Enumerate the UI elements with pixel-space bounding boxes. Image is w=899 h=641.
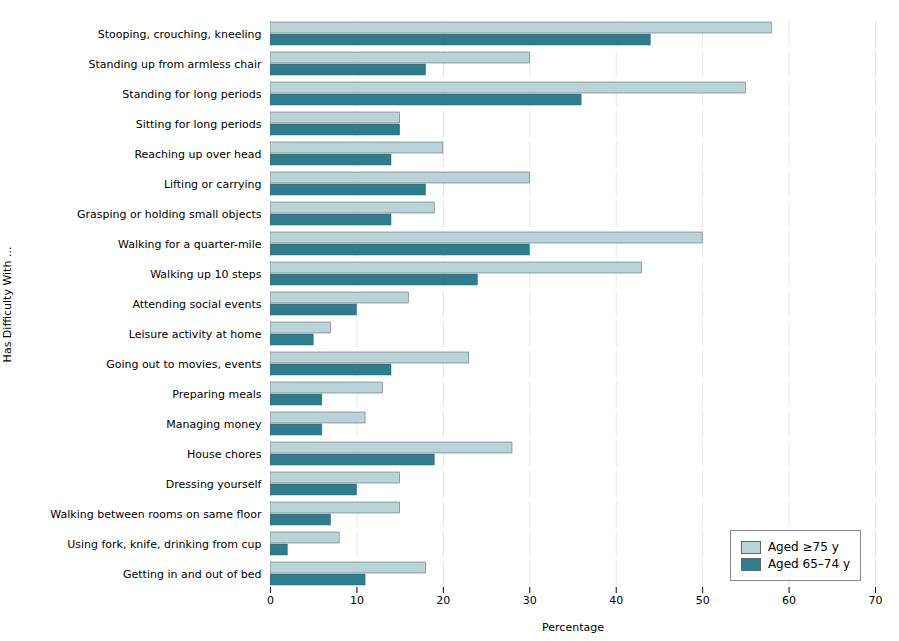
svg-text:Lifting or carrying: Lifting or carrying — [164, 178, 262, 191]
svg-text:50: 50 — [696, 594, 710, 607]
svg-text:Walking up 10 steps: Walking up 10 steps — [150, 268, 262, 281]
svg-text:Getting in and out of bed: Getting in and out of bed — [123, 568, 261, 581]
svg-text:Going out to movies, events: Going out to movies, events — [106, 358, 262, 371]
svg-text:Walking for a quarter-mile: Walking for a quarter-mile — [118, 238, 262, 251]
svg-text:Preparing meals: Preparing meals — [172, 388, 262, 401]
svg-text:Leisure activity at home: Leisure activity at home — [129, 328, 262, 341]
html-text:Aged 65–74 y: Aged 65–74 y — [767, 557, 850, 571]
svg-text:0: 0 — [267, 594, 274, 607]
html-text:Aged ≥75 y: Aged ≥75 y — [767, 540, 839, 554]
svg-text:Walking between rooms on same: Walking between rooms on same floor — [50, 508, 262, 521]
svg-text:Grasping or holding small obje: Grasping or holding small objects — [77, 208, 262, 221]
svg-text:40: 40 — [609, 594, 623, 607]
svg-text:Standing up from armless chair: Standing up from armless chair — [89, 58, 262, 71]
svg-text:Sitting for long periods: Sitting for long periods — [136, 118, 262, 131]
svg-text:10: 10 — [350, 594, 364, 607]
svg-text:Reaching up over head: Reaching up over head — [134, 148, 261, 161]
svg-text:Attending social events: Attending social events — [132, 298, 261, 311]
svg-text:Dressing yourself: Dressing yourself — [166, 478, 263, 491]
svg-text:30: 30 — [523, 594, 537, 607]
svg-text:70: 70 — [869, 594, 883, 607]
svg-text:Percentage: Percentage — [542, 621, 604, 634]
svg-text:Stooping, crouching, kneeling: Stooping, crouching, kneeling — [98, 28, 262, 41]
svg-text:Using fork, knife, drinking fr: Using fork, knife, drinking from cup — [67, 538, 261, 551]
svg-text:Standing for long periods: Standing for long periods — [122, 88, 261, 101]
svg-text:Has Difficulty With ...: Has Difficulty With ... — [1, 247, 14, 363]
svg-text:20: 20 — [436, 594, 450, 607]
svg-text:House chores: House chores — [187, 448, 262, 461]
svg-text:Managing money: Managing money — [166, 418, 262, 431]
svg-text:60: 60 — [782, 594, 796, 607]
